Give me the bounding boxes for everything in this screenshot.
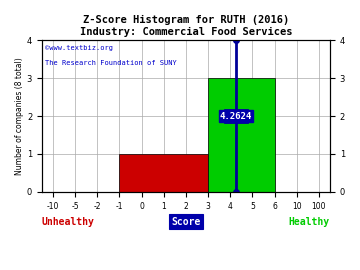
Text: ©www.textbiz.org: ©www.textbiz.org bbox=[45, 45, 113, 51]
Title: Z-Score Histogram for RUTH (2016)
Industry: Commercial Food Services: Z-Score Histogram for RUTH (2016) Indust… bbox=[80, 15, 292, 37]
Text: Unhealthy: Unhealthy bbox=[42, 217, 95, 227]
Text: 4.2624: 4.2624 bbox=[220, 112, 252, 120]
Text: The Research Foundation of SUNY: The Research Foundation of SUNY bbox=[45, 60, 176, 66]
Text: Healthy: Healthy bbox=[289, 217, 330, 227]
Bar bbox=[120, 154, 208, 192]
Text: Score: Score bbox=[171, 217, 201, 227]
Y-axis label: Number of companies (8 total): Number of companies (8 total) bbox=[15, 57, 24, 175]
Bar bbox=[208, 78, 275, 192]
